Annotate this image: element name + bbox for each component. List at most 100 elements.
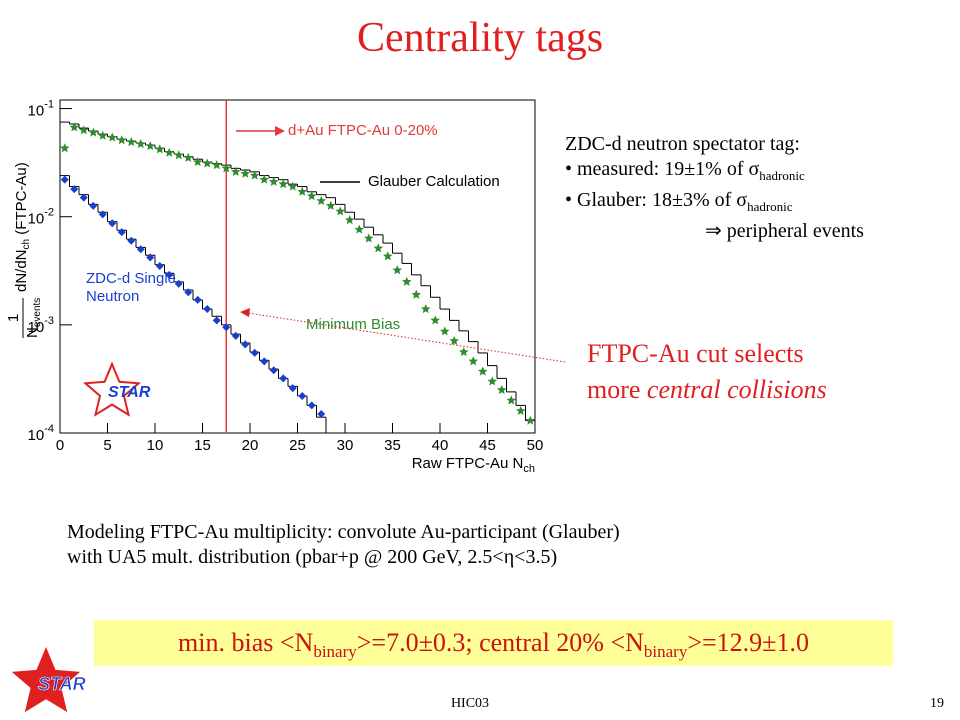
data-point [497,385,507,394]
item-sub: hadronic [747,199,793,214]
x-label-text: Raw FTPC-Au N [412,455,524,472]
data-point [478,366,488,376]
data-point [98,130,108,140]
callout-plain: more [587,375,641,404]
data-point [136,245,145,254]
data-point [269,366,278,375]
data-point [506,395,516,405]
data-point [269,176,279,186]
data-point [212,160,222,170]
data-point [326,200,336,210]
data-point [260,357,269,366]
data-point [145,141,155,151]
modeling-text: Modeling FTPC-Au multiplicity: convolute… [67,520,620,570]
data-point [203,305,212,314]
data-point [60,175,69,184]
y-label-main: dN/dNch (FTPC-Au) [13,162,32,292]
y-tick-label: 10-1 [28,98,54,119]
notes-item: • Glauber: 18±3% of σhadronic [565,188,864,219]
x-tick-label: 15 [194,437,211,454]
data-point [307,401,316,410]
data-point [240,168,250,178]
data-point [298,391,307,400]
data-point [487,376,497,386]
data-point [146,253,155,262]
modeling-line: with UA5 mult. distribution (pbar+p @ 20… [67,546,558,568]
data-point [288,181,298,191]
data-point [335,206,345,216]
data-point [516,405,526,415]
data-point [69,122,79,132]
data-point [89,201,98,210]
x-axis-label: Raw FTPC-Au Nch [412,455,535,475]
y-tick-label: 10-3 [28,315,54,336]
data-point [155,144,165,154]
data-point [193,295,202,304]
y-label-text: dN/dN [13,249,30,292]
data-point [60,143,70,153]
data-point [221,163,231,173]
data-point [279,374,288,383]
data-point [165,270,174,279]
y-tick-label: 10-4 [28,423,54,444]
data-point [164,147,174,157]
cut-arrow-head [275,126,285,136]
data-point [174,279,183,288]
series-label: Minimum Bias [306,316,400,333]
data-point [79,125,89,135]
y-tick-exponent: -1 [44,98,54,110]
item-text: • Glauber: 18±3% of σ [565,189,748,211]
data-point [136,139,146,149]
data-point [345,215,355,225]
data-point [430,315,440,325]
y-tick-exponent: -4 [44,423,54,435]
slide-title: Centrality tags [356,15,604,61]
y-tick-label: 10-2 [28,207,54,228]
logo-text: STAR [38,674,86,694]
data-point [468,356,478,366]
data-point [440,326,450,336]
legend-label: Glauber Calculation [368,173,500,190]
data-point [231,166,241,176]
data-point [373,243,383,253]
data-point [202,158,212,168]
data-point [231,331,240,340]
result-sub: binary [643,642,688,662]
callout-line: more central collisions [587,372,827,408]
data-point [392,265,402,275]
y-tick-exponent: -2 [44,207,54,219]
data-point [259,174,269,184]
data-point [174,150,184,160]
y-tick-base: 10 [28,103,45,120]
data-point [307,191,317,201]
modeling-line: Modeling FTPC-Au multiplicity: convolute… [67,521,620,543]
data-point [155,262,164,271]
y-tick-base: 10 [28,319,45,336]
y-label-sub: ch [21,239,32,250]
y-label-den-sub: events [32,298,43,327]
data-point [402,276,412,286]
data-point [183,152,193,162]
y-tick-base: 10 [28,427,45,444]
x-tick-label: 10 [147,437,164,454]
notes-item: • measured: 19±1% of σhadronic [565,157,864,188]
data-point [459,347,469,357]
data-point [241,340,250,349]
result-text: >=12.9±1.0 [687,628,809,657]
chart-background [12,88,545,478]
callout: FTPC-Au cut selects more central collisi… [587,336,827,408]
data-point [126,137,136,147]
series-label-box: ZDC-d Single Neutron [86,270,176,305]
x-tick-label: 25 [289,437,306,454]
x-tick-label: 35 [384,437,401,454]
data-point [222,323,231,332]
y-label-suffix: (FTPC-Au) [13,162,30,239]
data-point [127,236,136,245]
data-point [288,384,297,393]
data-point [79,193,88,202]
y-label-denominator: Nevents [24,298,43,338]
result-box: min. bias <Nbinary>=7.0±0.3; central 20%… [94,620,893,666]
callout-italic: central collisions [646,375,827,404]
